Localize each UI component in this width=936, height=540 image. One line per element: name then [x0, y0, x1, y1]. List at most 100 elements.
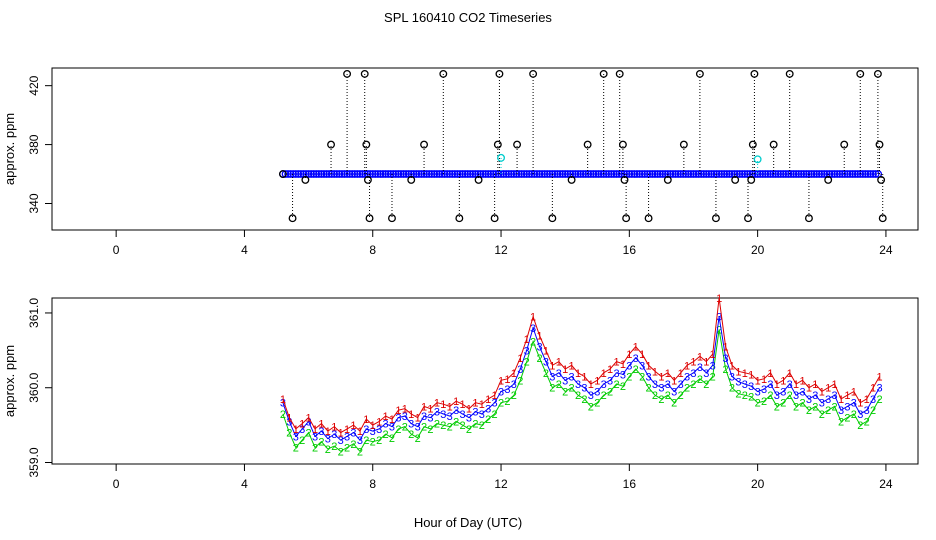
baseline-point: [810, 170, 818, 178]
baseline-point: [312, 170, 321, 178]
baseline-point: [584, 170, 593, 178]
baseline-point: [340, 170, 349, 178]
series-point-3: 3: [325, 434, 331, 446]
baseline-point: [379, 170, 387, 178]
baseline-point: [615, 170, 623, 178]
series-point-1: 1: [511, 368, 517, 380]
series-point-1: 1: [799, 375, 805, 387]
series-point-1: 1: [517, 353, 523, 365]
baseline-point: [517, 170, 526, 178]
series-point-3: 3: [633, 353, 639, 365]
series-point-2: 2: [286, 428, 292, 440]
baseline-point: [525, 170, 534, 178]
series-point-2: 2: [722, 364, 728, 376]
series-point-1: 1: [716, 293, 722, 305]
series-point-2: 2: [504, 396, 510, 408]
series-point-3: 3: [447, 411, 453, 423]
series-point-1: 1: [633, 342, 639, 354]
series-point-2: 2: [876, 394, 882, 406]
baseline-point: [871, 170, 880, 178]
series-point-3: 3: [729, 372, 735, 384]
baseline-point: [499, 170, 508, 178]
series-point-1: 1: [722, 342, 728, 354]
baseline-point: [512, 170, 521, 178]
series-point-1: 1: [498, 375, 504, 387]
series-point-1: 1: [793, 379, 799, 391]
y-tick-label: 359.0: [27, 447, 41, 477]
baseline-point: [610, 170, 618, 178]
spike-point: [840, 140, 849, 149]
baseline-point: [581, 170, 590, 178]
series-point-3: 3: [844, 401, 850, 413]
baseline-point: [697, 170, 706, 178]
bottom-y-axis-label: approx. ppm: [2, 345, 17, 417]
series-point-2: 2: [780, 398, 786, 410]
series-point-2: 2: [799, 398, 805, 410]
baseline-point: [628, 170, 636, 178]
baseline-point: [640, 170, 649, 178]
series-point-2: 2: [633, 364, 639, 376]
series-point-2: 2: [543, 368, 549, 380]
series-point-1: 1: [729, 360, 735, 372]
series-point-3: 3: [427, 413, 433, 425]
baseline-point: [535, 170, 544, 178]
series-point-1: 1: [588, 379, 594, 391]
series-point-3: 3: [318, 426, 324, 438]
series-point-1: 1: [607, 364, 613, 376]
spike-point: [363, 175, 372, 184]
series-point-3: 3: [280, 398, 286, 410]
series-point-1: 1: [447, 401, 453, 413]
baseline-point: [687, 170, 695, 178]
series-point-2: 2: [844, 413, 850, 425]
series-point-2: 2: [806, 405, 812, 417]
baseline-point: [846, 170, 854, 178]
series-point-3: 3: [344, 431, 350, 443]
series-point-2: 2: [299, 435, 305, 447]
series-point-2: 2: [383, 429, 389, 441]
spike-point: [365, 214, 374, 223]
series-point-1: 1: [569, 360, 575, 372]
series-point-1: 1: [370, 420, 376, 432]
series-point-3: 3: [793, 390, 799, 402]
baseline-point: [558, 170, 567, 178]
baseline-point: [440, 170, 449, 178]
baseline-point: [448, 170, 457, 178]
baseline-point: [820, 170, 829, 178]
spike-point: [748, 140, 757, 149]
baseline-point: [397, 170, 405, 178]
series-point-1: 1: [832, 379, 838, 391]
spike-point: [622, 214, 631, 223]
baseline-point: [309, 170, 318, 178]
series-point-2: 2: [331, 441, 337, 453]
series-point-1: 1: [440, 399, 446, 411]
series-point-1: 1: [562, 364, 568, 376]
series-point-1: 1: [767, 368, 773, 380]
spike-point: [731, 175, 740, 184]
spike-point: [439, 69, 448, 78]
series-point-1: 1: [857, 398, 863, 410]
series-point-3: 3: [286, 416, 292, 428]
series-point-3: 3: [357, 435, 363, 447]
series-point-2: 2: [306, 428, 312, 440]
series-point-3: 3: [806, 394, 812, 406]
baseline-point: [743, 170, 752, 178]
baseline-point: [589, 170, 598, 178]
series-point-3: 3: [549, 372, 555, 384]
series-point-1: 1: [402, 404, 408, 416]
spike-point: [785, 69, 794, 78]
series-point-3: 3: [601, 379, 607, 391]
baseline-point: [479, 170, 487, 178]
series-point-2: 2: [325, 444, 331, 456]
series-point-1: 1: [806, 383, 812, 395]
series-point-3: 3: [703, 368, 709, 380]
series-point-3: 3: [338, 435, 344, 447]
baseline-point: [792, 170, 800, 178]
baseline-point: [394, 170, 403, 178]
series-point-2: 2: [774, 401, 780, 413]
baseline-point: [707, 170, 716, 178]
series-point-1: 1: [556, 357, 562, 369]
series-point-2: 2: [293, 443, 299, 455]
baseline-point: [725, 170, 734, 178]
series-point-1: 1: [485, 394, 491, 406]
